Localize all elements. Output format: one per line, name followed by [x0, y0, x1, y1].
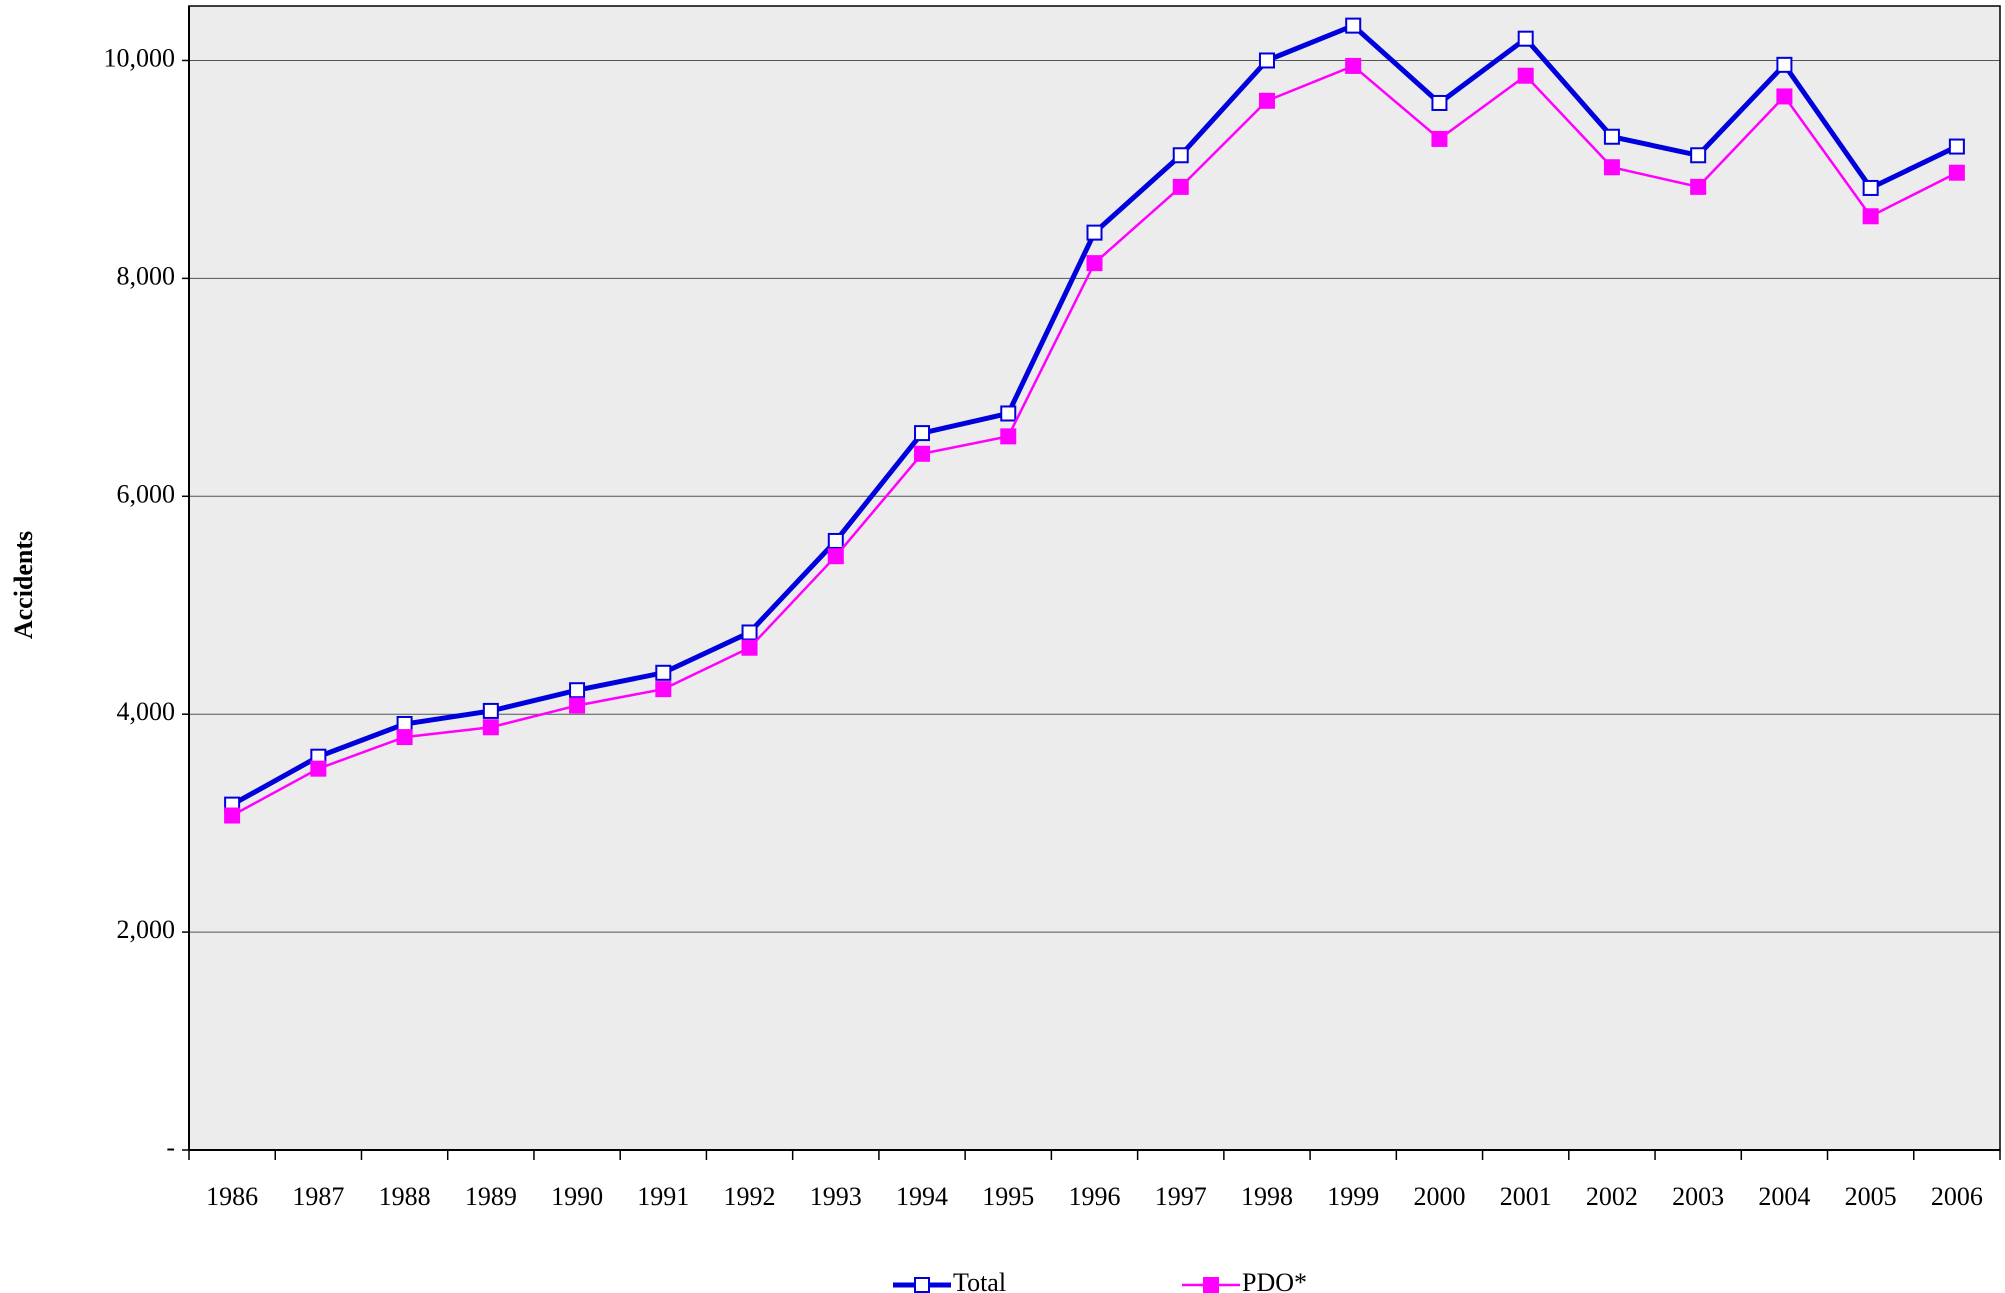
x-tick-label: 1993: [810, 1182, 862, 1211]
x-tick-label: 1995: [982, 1182, 1034, 1211]
plot-border: [188, 5, 2001, 1151]
point-marker: [1000, 405, 1017, 422]
x-tick-label: 1986: [206, 1182, 258, 1211]
point-marker: [741, 624, 758, 641]
point-marker: [569, 697, 586, 714]
point-marker: [1258, 92, 1275, 109]
x-tick-label: 1988: [379, 1182, 431, 1211]
y-tick-label: -: [166, 1133, 175, 1162]
point-marker: [827, 548, 844, 565]
y-tick-label: 8,000: [117, 261, 176, 290]
point-marker: [1948, 164, 1965, 181]
point-marker: [396, 715, 413, 732]
x-tick-label: 2004: [1758, 1182, 1810, 1211]
x-tick-label: 1991: [637, 1182, 689, 1211]
y-tick-label: 4,000: [117, 697, 176, 726]
x-tick-label: 1994: [896, 1182, 948, 1211]
point-marker: [1431, 94, 1448, 111]
point-marker: [1431, 130, 1448, 147]
point-marker: [914, 425, 931, 442]
point-marker: [1862, 179, 1879, 196]
plot-background: [189, 6, 2000, 1150]
x-tick-label: 1996: [1069, 1182, 1121, 1211]
point-marker: [1172, 178, 1189, 195]
x-tick-label: 2006: [1931, 1182, 1983, 1211]
x-tick-label: 1992: [724, 1182, 776, 1211]
legend-marker: [1203, 1277, 1219, 1293]
x-tick-label: 1989: [465, 1182, 517, 1211]
point-marker: [310, 760, 327, 777]
x-tick-label: 1998: [1241, 1182, 1293, 1211]
y-tick-label: 2,000: [117, 915, 176, 944]
legend-label: PDO*: [1242, 1268, 1307, 1293]
x-tick-label: 2001: [1500, 1182, 1552, 1211]
point-marker: [1603, 128, 1620, 145]
x-tick-label: 2005: [1845, 1182, 1897, 1211]
point-marker: [1258, 52, 1275, 69]
point-marker: [396, 729, 413, 746]
point-marker: [569, 682, 586, 699]
point-marker: [482, 719, 499, 736]
point-marker: [1690, 178, 1707, 195]
point-marker: [655, 664, 672, 681]
x-tick-label: 1999: [1327, 1182, 1379, 1211]
x-tick-label: 2000: [1413, 1182, 1465, 1211]
y-tick-label: 10,000: [104, 43, 176, 72]
point-marker: [1776, 56, 1793, 73]
point-marker: [1690, 147, 1707, 164]
point-marker: [1603, 159, 1620, 176]
x-tick-label: 1997: [1155, 1182, 1207, 1211]
point-marker: [1000, 428, 1017, 445]
point-marker: [1086, 224, 1103, 241]
point-marker: [655, 681, 672, 698]
x-tick-label: 2003: [1672, 1182, 1724, 1211]
point-marker: [1517, 67, 1534, 84]
y-tick-label: 6,000: [117, 479, 176, 508]
x-tick-label: 1990: [551, 1182, 603, 1211]
point-marker: [1345, 57, 1362, 74]
point-marker: [1172, 147, 1189, 164]
point-marker: [1086, 255, 1103, 272]
x-tick-label: 2002: [1586, 1182, 1638, 1211]
x-tick-label: 1987: [292, 1182, 344, 1211]
point-marker: [1345, 17, 1362, 34]
legend-label: Total: [953, 1268, 1006, 1293]
point-marker: [1862, 208, 1879, 225]
point-marker: [1517, 30, 1534, 47]
point-marker: [1776, 88, 1793, 105]
legend-marker: [914, 1277, 930, 1293]
point-marker: [741, 639, 758, 656]
point-marker: [482, 702, 499, 719]
point-marker: [1948, 138, 1965, 155]
point-marker: [827, 532, 844, 549]
point-marker: [914, 445, 931, 462]
point-marker: [224, 807, 241, 824]
y-axis-label: Accidents: [9, 531, 38, 639]
